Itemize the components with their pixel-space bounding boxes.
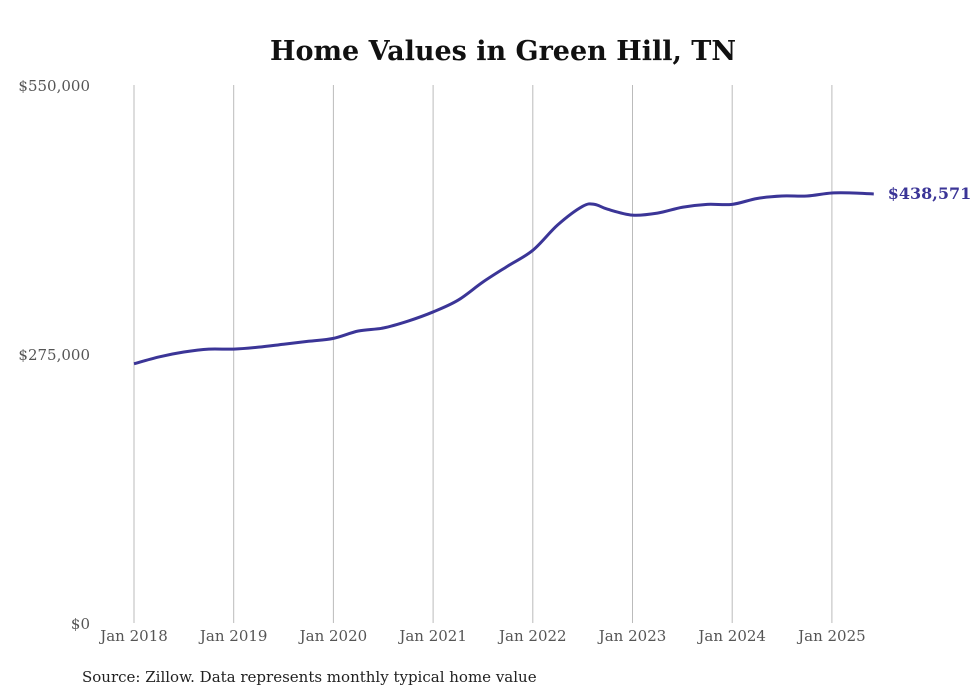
chart-title: Home Values in Green Hill, TN (270, 36, 736, 67)
x-tick-label: Jan 2020 (298, 627, 368, 645)
series-line (133, 191, 874, 366)
y-tick-label: $550,000 (18, 77, 90, 95)
x-tick-label: Jan 2021 (397, 627, 467, 645)
source-note: Source: Zillow. Data represents monthly … (82, 668, 537, 686)
x-tick-label: Jan 2023 (597, 627, 667, 645)
x-tick-label: Jan 2018 (98, 627, 168, 645)
x-tick-label: Jan 2025 (796, 627, 866, 645)
x-tick-label: Jan 2022 (497, 627, 567, 645)
end-value-label: $438,571 (888, 184, 972, 203)
y-tick-label: $0 (71, 615, 90, 633)
x-tick-label: Jan 2019 (198, 627, 268, 645)
x-tick-label: Jan 2024 (696, 627, 766, 645)
y-tick-label: $275,000 (18, 346, 90, 364)
